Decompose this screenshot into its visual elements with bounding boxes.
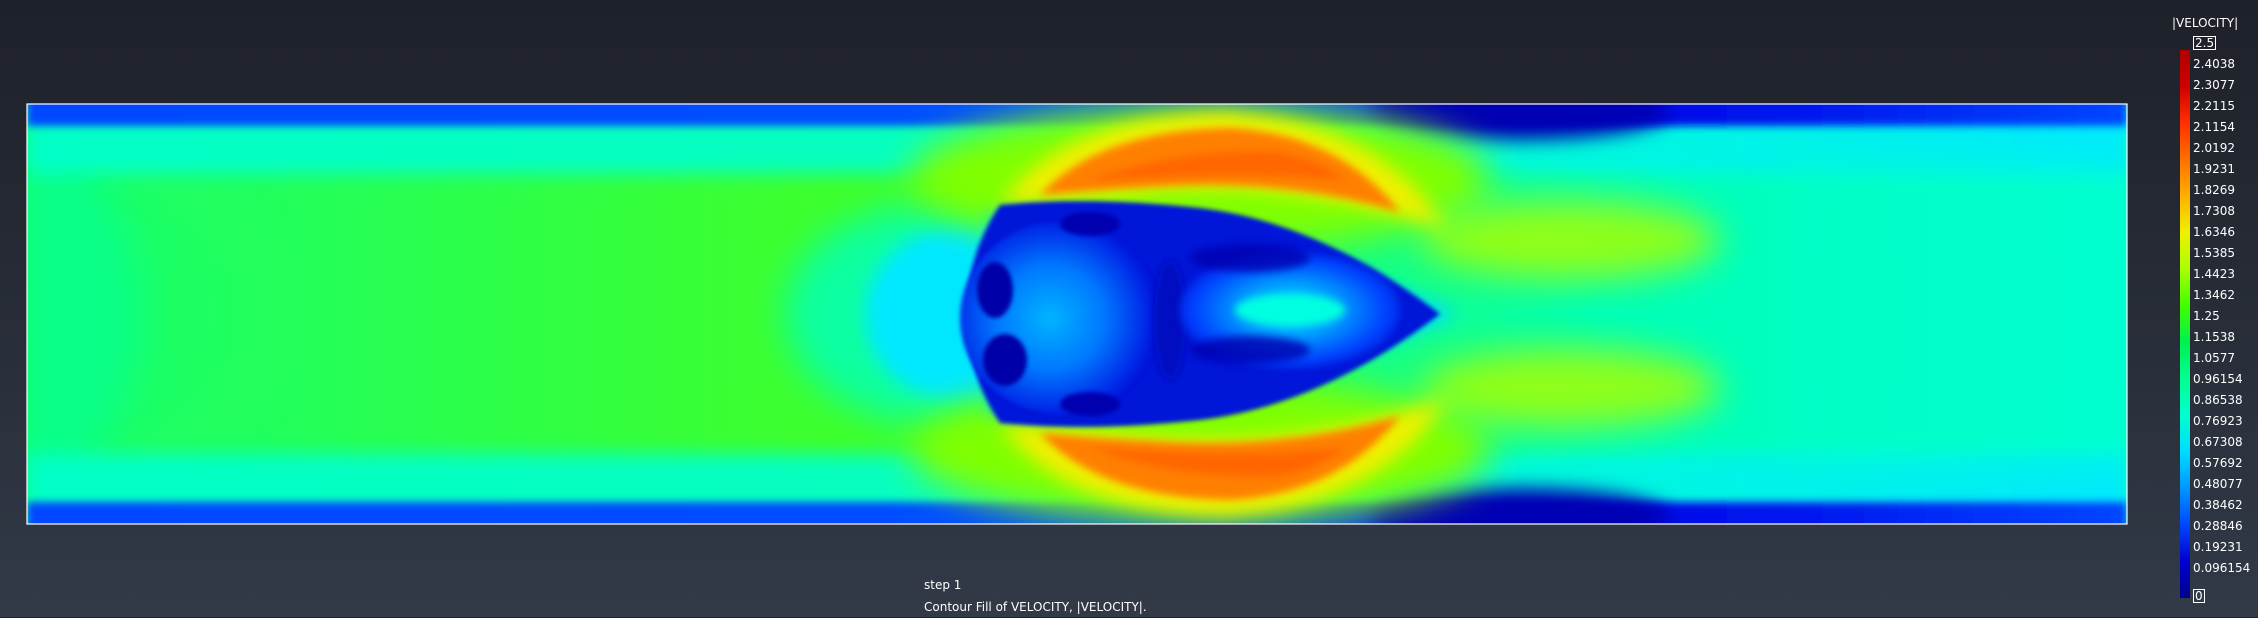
legend-label: 1.4423 <box>2193 267 2235 281</box>
legend-label: 2.2115 <box>2193 99 2235 113</box>
contour-description: Contour Fill of VELOCITY, |VELOCITY|. <box>924 600 1147 614</box>
legend-label: 2.1154 <box>2193 120 2235 134</box>
legend-colorbar <box>2180 50 2190 598</box>
domain-outline <box>26 103 2128 525</box>
legend-label: 1.1538 <box>2193 330 2235 344</box>
legend-label: 1.3462 <box>2193 288 2235 302</box>
contour-layers <box>27 104 2127 524</box>
legend-max-label[interactable]: 2.5 <box>2193 36 2217 50</box>
legend-label: 1.7308 <box>2193 204 2235 218</box>
legend-label: 0.19231 <box>2193 540 2243 554</box>
legend-min-label[interactable]: 0 <box>2193 589 2205 603</box>
legend-label: 1.8269 <box>2193 183 2235 197</box>
step-label: step 1 <box>924 578 962 592</box>
result-caption: step 1 Contour Fill of VELOCITY, |VELOCI… <box>924 574 1147 618</box>
legend-label: 0.67308 <box>2193 435 2243 449</box>
legend-label: 1.5385 <box>2193 246 2235 260</box>
legend-label: 1.9231 <box>2193 162 2235 176</box>
legend-label: 0.96154 <box>2193 372 2243 386</box>
color-legend[interactable]: |VELOCITY| 2.5 2.4038 2.3077 2.2115 2.11… <box>2170 12 2258 603</box>
legend-label: 2.4038 <box>2193 57 2235 71</box>
legend-label: 1.0577 <box>2193 351 2235 365</box>
legend-title: |VELOCITY| <box>2172 16 2239 30</box>
legend-label: 1.25 <box>2193 309 2220 323</box>
legend-label: 0.76923 <box>2193 414 2243 428</box>
legend-label: 0.096154 <box>2193 561 2251 575</box>
legend-label: 0.38462 <box>2193 498 2243 512</box>
legend-label: 2.3077 <box>2193 78 2235 92</box>
legend-label: 0.86538 <box>2193 393 2243 407</box>
legend-label: 0.48077 <box>2193 477 2243 491</box>
legend-label: 0.57692 <box>2193 456 2243 470</box>
legend-label: 0.28846 <box>2193 519 2243 533</box>
legend-label: 1.6346 <box>2193 225 2235 239</box>
legend-label: 2.0192 <box>2193 141 2235 155</box>
